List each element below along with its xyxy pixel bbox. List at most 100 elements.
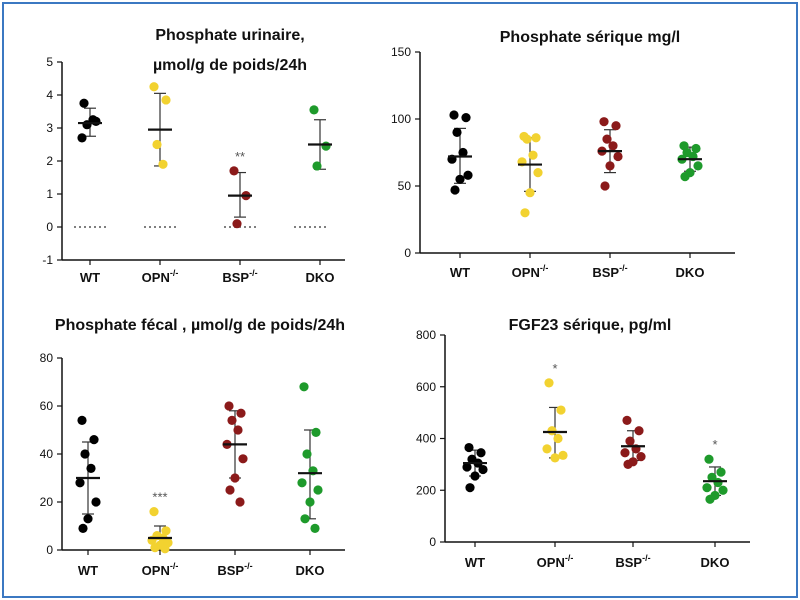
data-point-bsp	[238, 454, 248, 464]
chart-title-line-1: FGF23 sérique, pg/ml	[509, 317, 672, 334]
significance-marker: ***	[152, 490, 167, 505]
data-point-opn	[520, 208, 530, 218]
data-point-opn	[547, 426, 557, 436]
x-category-label-dko: DKO	[676, 265, 705, 280]
data-point-dko	[299, 382, 309, 392]
x-category-label-bsp: BSP-/-	[615, 553, 650, 570]
y-tick-label: -1	[42, 253, 53, 267]
data-point-bsp	[613, 151, 623, 162]
x-category-label-dko: DKO	[701, 555, 730, 570]
data-point-bsp	[611, 121, 621, 131]
data-point-bsp	[232, 219, 242, 229]
data-point-bsp	[235, 497, 245, 507]
data-point-opn	[531, 133, 541, 143]
x-category-label-wt: WT	[78, 563, 98, 578]
data-point-dko	[691, 143, 701, 154]
data-point-wt	[463, 170, 473, 180]
data-point-dko	[707, 472, 717, 482]
data-point-bsp	[602, 134, 612, 144]
data-point-dko	[312, 161, 322, 171]
data-point-opn	[544, 378, 554, 388]
data-point-opn	[522, 134, 532, 144]
data-point-dko	[302, 449, 312, 459]
chart-title-line-1: Phosphate sérique mg/l	[500, 29, 680, 46]
panel-serum-phosphate: Phosphate sérique mg/l 0 50 100 150 WT OPN-/- B…	[391, 29, 735, 280]
y-tick-label: 60	[40, 399, 54, 413]
y-tick-label: 600	[416, 380, 436, 394]
x-category-label-opn: OPN-/-	[142, 561, 179, 578]
data-point-wt	[78, 523, 88, 534]
data-point-opn	[553, 433, 563, 444]
data-point-bsp	[233, 425, 243, 435]
data-point-bsp	[605, 161, 615, 171]
data-point-bsp	[636, 452, 646, 462]
data-point-wt	[86, 463, 96, 473]
data-point-opn	[528, 150, 538, 160]
panel-urinary-phosphate: Phosphate urinaire, µmol/g de poids/24h -1…	[42, 27, 345, 285]
data-point-bsp	[230, 473, 240, 483]
y-tick-label: 20	[40, 495, 54, 509]
data-point-bsp	[625, 436, 635, 446]
data-point-opn	[149, 82, 159, 92]
data-point-dko	[705, 494, 715, 504]
data-point-wt	[458, 147, 468, 158]
data-point-wt	[462, 462, 472, 472]
data-point-opn	[150, 543, 160, 553]
data-point-wt	[449, 110, 459, 120]
data-point-dko	[311, 427, 321, 437]
data-point-wt	[75, 478, 85, 488]
y-tick-label: 2	[46, 154, 53, 168]
y-tick-label: 4	[46, 88, 53, 102]
data-point-wt	[79, 98, 89, 108]
data-point-opn	[158, 159, 168, 169]
data-point-wt	[464, 442, 474, 453]
y-tick-label: 400	[416, 432, 436, 446]
data-point-bsp	[622, 415, 632, 425]
data-point-bsp	[634, 426, 644, 436]
data-point-dko	[300, 514, 310, 524]
panel-serum-fgf23: FGF23 sérique, pg/ml 0 200 400 600 800 WT OPN-/…	[416, 317, 750, 570]
data-point-bsp	[225, 485, 235, 495]
data-point-wt	[80, 449, 90, 459]
y-tick-label: 100	[391, 112, 411, 126]
data-point-bsp	[623, 459, 633, 469]
data-point-wt	[476, 448, 486, 458]
data-point-wt	[91, 497, 101, 507]
y-tick-label: 150	[391, 45, 411, 59]
data-point-bsp	[599, 117, 609, 127]
data-point-bsp	[608, 141, 618, 151]
significance-marker: *	[552, 361, 557, 376]
data-point-dko	[297, 478, 307, 488]
y-tick-label: 0	[46, 220, 53, 234]
data-point-bsp	[600, 181, 610, 191]
x-category-label-opn: OPN-/-	[142, 268, 179, 285]
data-point-opn	[152, 139, 162, 150]
data-point-dko	[310, 523, 320, 534]
data-point-dko	[713, 477, 723, 488]
y-tick-label: 1	[46, 187, 53, 201]
x-category-label-opn: OPN-/-	[512, 263, 549, 280]
data-point-dko	[718, 485, 728, 495]
data-point-opn	[558, 450, 568, 460]
y-tick-label: 50	[398, 179, 412, 193]
data-point-wt	[83, 514, 93, 524]
x-category-label-bsp: BSP-/-	[592, 263, 627, 280]
data-point-dko	[680, 172, 690, 182]
data-point-opn	[161, 95, 171, 105]
data-point-wt	[89, 435, 99, 445]
y-tick-label: 200	[416, 483, 436, 497]
y-tick-label: 0	[46, 543, 53, 557]
y-tick-label: 80	[40, 351, 54, 365]
data-point-wt	[77, 133, 87, 143]
data-point-wt	[470, 471, 480, 481]
data-point-wt	[465, 483, 475, 493]
y-tick-label: 40	[40, 447, 54, 461]
data-point-bsp	[224, 401, 234, 411]
data-point-wt	[478, 464, 488, 475]
y-tick-label: 0	[429, 535, 436, 549]
data-point-opn	[525, 188, 535, 198]
data-point-opn	[533, 168, 543, 178]
data-point-wt	[452, 127, 462, 137]
